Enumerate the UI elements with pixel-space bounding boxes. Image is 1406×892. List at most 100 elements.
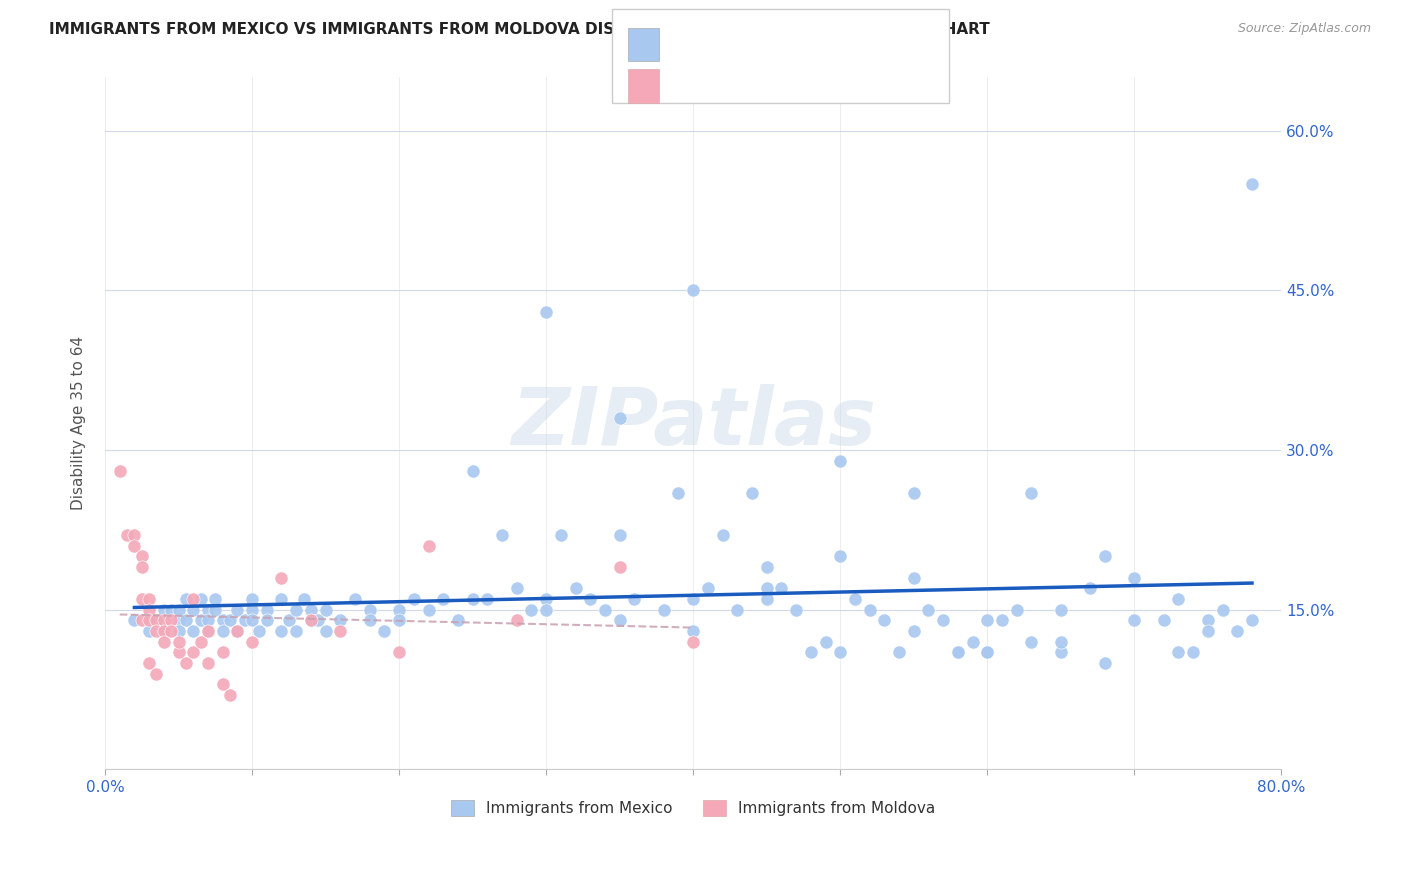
Point: [579, 592, 602, 607]
Point: [755, 592, 778, 607]
Point: [418, 602, 440, 616]
Point: [946, 645, 969, 659]
Point: [307, 613, 329, 627]
Point: [197, 624, 219, 638]
Point: [226, 624, 249, 638]
Point: [153, 613, 176, 627]
Point: [785, 602, 807, 616]
Point: [447, 613, 470, 627]
Point: [1021, 634, 1043, 648]
Point: [534, 592, 557, 607]
Text: 0.319: 0.319: [716, 36, 768, 54]
Point: [167, 613, 190, 627]
Point: [181, 602, 204, 616]
Point: [1123, 571, 1146, 585]
Point: [329, 613, 352, 627]
Point: [432, 592, 454, 607]
Point: [226, 624, 249, 638]
Point: [1123, 613, 1146, 627]
Point: [402, 592, 425, 607]
Text: 41: 41: [831, 77, 860, 95]
Point: [1005, 602, 1028, 616]
Point: [197, 656, 219, 670]
Point: [491, 528, 513, 542]
Point: [976, 645, 998, 659]
Point: [962, 634, 984, 648]
Text: N =: N =: [789, 36, 825, 54]
Point: [682, 592, 704, 607]
Point: [115, 528, 138, 542]
Point: [800, 645, 823, 659]
Point: [388, 645, 411, 659]
Point: [240, 613, 263, 627]
Point: [682, 624, 704, 638]
Point: [1094, 656, 1116, 670]
Point: [285, 624, 308, 638]
Point: [153, 634, 176, 648]
Point: [315, 602, 337, 616]
Point: [903, 624, 925, 638]
Point: [167, 634, 190, 648]
Point: [609, 528, 631, 542]
Text: R =: R =: [673, 36, 710, 54]
Point: [550, 528, 572, 542]
Point: [593, 602, 616, 616]
Point: [946, 645, 969, 659]
Point: [506, 582, 529, 596]
Point: [153, 624, 176, 638]
Point: [145, 666, 167, 681]
Point: [270, 571, 292, 585]
Y-axis label: Disability Age 35 to 64: Disability Age 35 to 64: [72, 336, 86, 510]
Point: [181, 592, 204, 607]
Point: [329, 624, 352, 638]
Point: [564, 582, 586, 596]
Point: [1197, 613, 1219, 627]
Point: [277, 613, 299, 627]
Point: [682, 634, 704, 648]
Point: [240, 592, 263, 607]
Point: [219, 688, 242, 702]
Point: [108, 464, 131, 478]
Point: [204, 592, 226, 607]
Point: [285, 602, 308, 616]
Point: [240, 602, 263, 616]
Point: [247, 624, 270, 638]
Point: [682, 283, 704, 297]
Point: [181, 645, 204, 659]
Point: [1049, 645, 1071, 659]
Point: [1182, 645, 1205, 659]
Point: [299, 602, 322, 616]
Point: [903, 571, 925, 585]
Point: [859, 602, 882, 616]
Point: [167, 602, 190, 616]
Point: [830, 549, 852, 564]
Point: [520, 602, 543, 616]
Point: [138, 613, 160, 627]
Point: [741, 485, 763, 500]
Point: [388, 602, 411, 616]
Text: 123: 123: [831, 36, 866, 54]
Point: [211, 624, 233, 638]
Point: [160, 613, 183, 627]
Point: [256, 613, 278, 627]
Point: [270, 592, 292, 607]
Point: [668, 485, 690, 500]
Point: [219, 613, 242, 627]
Point: [315, 624, 337, 638]
Point: [181, 624, 204, 638]
Point: [609, 411, 631, 425]
Point: [292, 592, 315, 607]
Point: [197, 602, 219, 616]
Point: [138, 656, 160, 670]
Point: [240, 634, 263, 648]
Point: [174, 613, 197, 627]
Point: [976, 613, 998, 627]
Point: [461, 592, 484, 607]
Point: [1049, 602, 1071, 616]
Point: [770, 582, 793, 596]
Point: [359, 613, 381, 627]
Point: [725, 602, 748, 616]
Point: [609, 560, 631, 574]
Point: [145, 624, 167, 638]
Point: [873, 613, 896, 627]
